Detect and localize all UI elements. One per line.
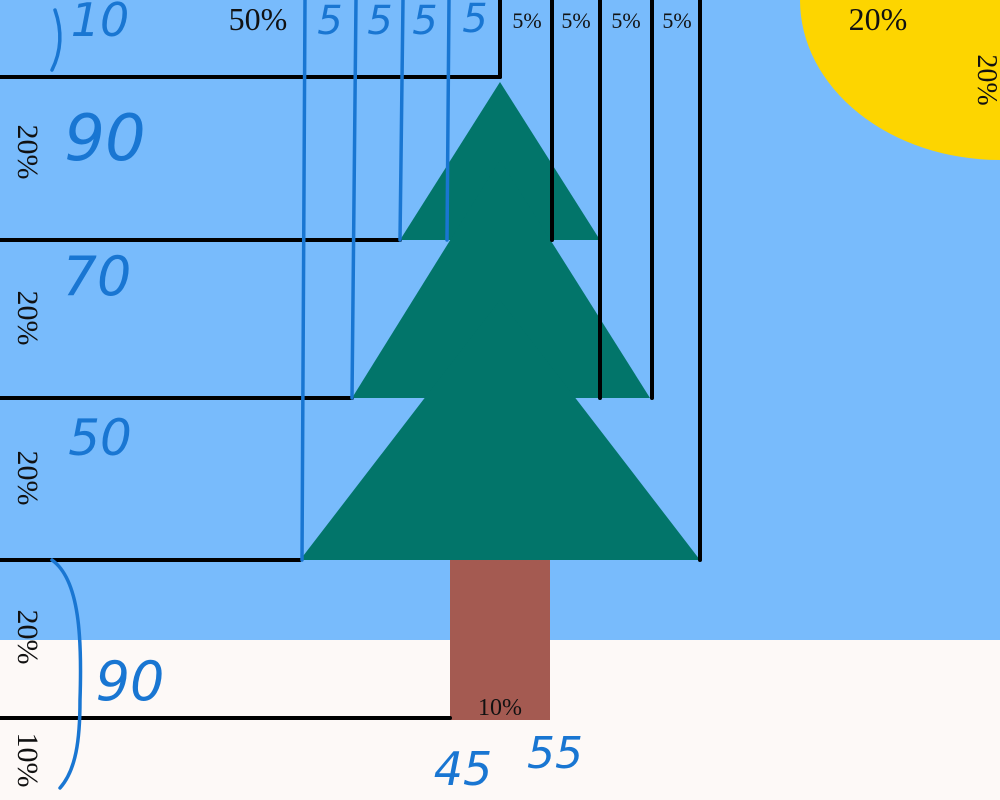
sun-label-horizontal: 20% xyxy=(849,1,908,37)
top-label-50: 50% xyxy=(229,1,288,37)
hand-number-bottom-90: 90 xyxy=(96,650,165,713)
hand-number-70: 70 xyxy=(63,245,132,308)
hand-number-90: 90 xyxy=(64,102,145,176)
top-black-label-2: 5% xyxy=(561,8,590,33)
top-black-label-3: 5% xyxy=(611,8,640,33)
top-blue-label-4: 5 xyxy=(462,0,487,42)
blue-measure-lines xyxy=(50,0,451,790)
tree-bottom-tier xyxy=(300,300,700,560)
trunk-label: 10% xyxy=(478,695,522,721)
blue-vertical-4 xyxy=(445,0,451,242)
brace-top xyxy=(50,8,62,72)
sun-label-vertical: 20% xyxy=(971,54,1000,105)
top-black-label-4: 5% xyxy=(662,8,691,33)
tree-trunk xyxy=(450,560,550,720)
black-measure-lines xyxy=(0,0,702,720)
top-blue-label-1: 5 xyxy=(317,0,342,44)
top-blue-label-3: 5 xyxy=(412,0,437,44)
hand-number-45: 45 xyxy=(434,742,493,796)
sun xyxy=(800,0,1000,160)
left-label-row1: 20% xyxy=(11,125,44,180)
left-label-row2: 20% xyxy=(11,291,44,346)
brace-bottom xyxy=(50,558,83,790)
left-label-row5: 10% xyxy=(11,733,44,788)
blue-vertical-3 xyxy=(398,0,405,242)
blue-vertical-2 xyxy=(350,0,358,400)
hand-number-50: 50 xyxy=(68,409,132,467)
left-label-row4: 20% xyxy=(11,610,44,665)
hand-number-10: 10 xyxy=(71,0,130,47)
tree-middle-tier xyxy=(352,160,650,398)
blue-vertical-1 xyxy=(300,0,307,562)
hand-number-55: 55 xyxy=(527,728,583,779)
top-blue-label-2: 5 xyxy=(367,0,392,44)
left-label-row3: 20% xyxy=(11,451,44,506)
top-black-label-1: 5% xyxy=(512,8,541,33)
